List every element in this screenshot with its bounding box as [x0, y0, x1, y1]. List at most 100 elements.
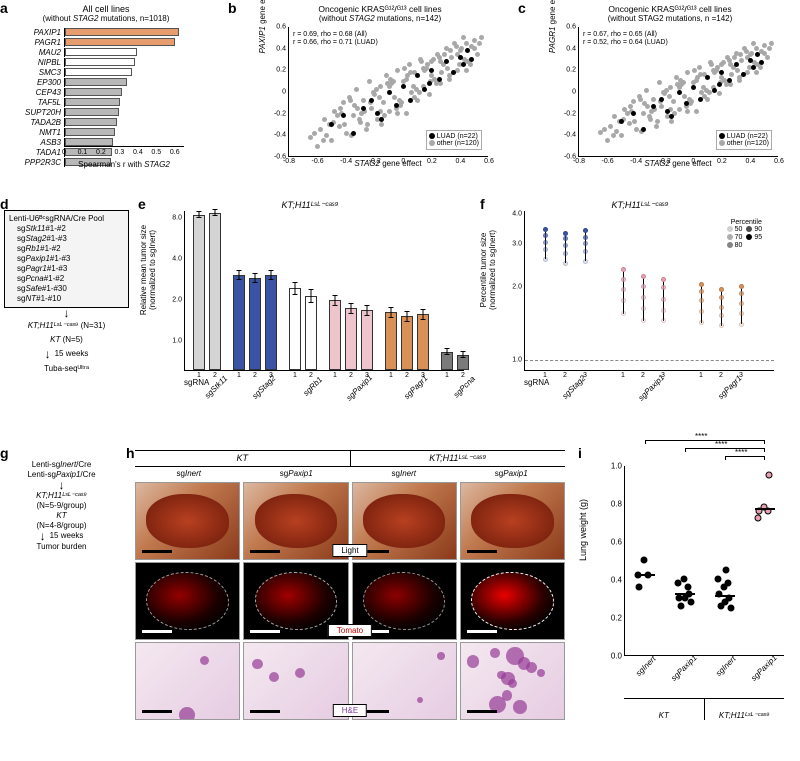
- scatter-point: [475, 52, 480, 57]
- scatter-point: [619, 133, 624, 138]
- panel-c: Oncogenic KRASᴳ¹²/ᴳ¹³ cell lines (withou…: [540, 4, 800, 184]
- i-dot: [723, 566, 730, 573]
- h-group-kt: KT: [135, 451, 351, 467]
- f-dot: [699, 289, 704, 294]
- f-dot: [543, 233, 548, 238]
- scalebar-icon: [467, 710, 497, 713]
- b-scatter: r = 0.69, rho = 0.68 (All)r = 0.66, rho …: [288, 27, 488, 157]
- scatter-point: [667, 94, 672, 99]
- scatter-point: [449, 55, 454, 60]
- scatter-point: [641, 111, 646, 116]
- a-gene-label: NMT1: [4, 128, 64, 137]
- scatter-point: [727, 78, 732, 83]
- scatter-point: [631, 111, 636, 116]
- a-bar: [65, 48, 137, 56]
- scatter-point: [342, 122, 347, 127]
- scatter-point: [451, 70, 456, 75]
- scatter-point: [632, 119, 637, 124]
- scatter-point: [459, 46, 464, 51]
- i-dot: [727, 604, 734, 611]
- a-bar: [65, 78, 127, 86]
- e-sgRNA-label: sgRNA: [184, 378, 209, 387]
- scatter-point: [437, 77, 442, 82]
- i-xlabel: sgInert: [631, 652, 657, 678]
- label-g: g: [0, 445, 9, 461]
- f-dotchart: Percentile50 90 70 95 80 1.02.03.04.0123…: [524, 211, 774, 371]
- a-gene-label: MAU2: [4, 48, 64, 57]
- d-weeks: 15 weeks: [55, 349, 89, 359]
- scatter-point: [395, 68, 400, 73]
- scatter-point: [341, 100, 346, 105]
- scatter-point: [394, 103, 399, 108]
- scatter-point: [455, 68, 460, 73]
- scatter-point: [751, 41, 756, 46]
- f-dot: [583, 249, 588, 254]
- c-scatter: r = 0.67, rho = 0.65 (All)r = 0.52, rho …: [578, 27, 778, 157]
- scatter-point: [369, 106, 374, 111]
- scatter-point: [324, 133, 329, 138]
- b-ylabel: PAXIP1 gene effect: [258, 0, 267, 74]
- f-dot: [563, 231, 568, 236]
- panel-g: Lenti-sgInert/Cre Lenti-sgPaxip1/Cre ↓ K…: [4, 460, 119, 552]
- scatter-point: [425, 62, 430, 67]
- scatter-point: [655, 119, 660, 124]
- i-ylabel: Lung weight (g): [578, 470, 588, 590]
- h-col3: sgInert: [350, 467, 458, 480]
- scatter-point: [378, 84, 383, 89]
- scatter-point: [434, 81, 439, 86]
- a-gene-label: TAF5L: [4, 98, 64, 107]
- d-sgrna-item: sgNT#1-#10: [17, 294, 124, 304]
- scatter-point: [741, 72, 746, 77]
- scatter-point: [407, 62, 412, 67]
- e-bar: [233, 275, 245, 370]
- a-gene-label: TADA2B: [4, 118, 64, 127]
- i-dot: [715, 576, 722, 583]
- f-dot: [699, 320, 704, 325]
- scatter-point: [765, 55, 770, 60]
- scatter-point: [605, 138, 610, 143]
- h-light-image: [460, 482, 565, 560]
- i-dot: [677, 602, 684, 609]
- f-dot: [719, 323, 724, 328]
- f-dot: [621, 277, 626, 282]
- a-gene-label: ASB3: [4, 138, 64, 147]
- f-baseline: [525, 360, 774, 361]
- scatter-point: [735, 68, 740, 73]
- scatter-point: [329, 122, 334, 127]
- scatter-point: [707, 90, 712, 95]
- scatter-point: [422, 87, 427, 92]
- e-barchart: 1.02.04.08.012sgStk11123sgStag212sgRb112…: [184, 211, 464, 371]
- scatter-point: [364, 127, 369, 132]
- scatter-point: [762, 51, 767, 56]
- scatter-point: [361, 106, 366, 111]
- f-dot: [641, 284, 646, 289]
- scatter-point: [734, 62, 739, 67]
- scalebar-icon: [467, 630, 497, 633]
- f-dot: [621, 287, 626, 292]
- h-tomato-image: [135, 562, 240, 640]
- a-bar: [65, 98, 120, 106]
- scatter-point: [427, 92, 432, 97]
- f-dot: [661, 308, 666, 313]
- scatter-point: [665, 109, 670, 114]
- b-subtitle: (without STAG2 mutations, n=142): [250, 14, 510, 23]
- i-dot: [680, 576, 687, 583]
- scalebar-icon: [467, 550, 497, 553]
- g-weeks: 15 weeks: [50, 531, 84, 541]
- scatter-point: [315, 144, 320, 149]
- e-bar: [329, 300, 341, 370]
- scatter-point: [698, 72, 703, 77]
- scatter-point: [602, 127, 607, 132]
- f-ylabel: Percentile tumor size(normalized to sgIn…: [480, 210, 498, 330]
- scatter-point: [461, 35, 466, 40]
- f-dot: [719, 313, 724, 318]
- f-dot: [583, 259, 588, 264]
- scatter-point: [769, 41, 774, 46]
- scatter-point: [691, 85, 696, 90]
- i-sig-stars: ****: [715, 440, 727, 449]
- e-bar: [249, 278, 261, 370]
- label-h: h: [126, 445, 135, 461]
- f-dot: [661, 318, 666, 323]
- scatter-point: [754, 70, 759, 75]
- scatter-point: [351, 113, 356, 118]
